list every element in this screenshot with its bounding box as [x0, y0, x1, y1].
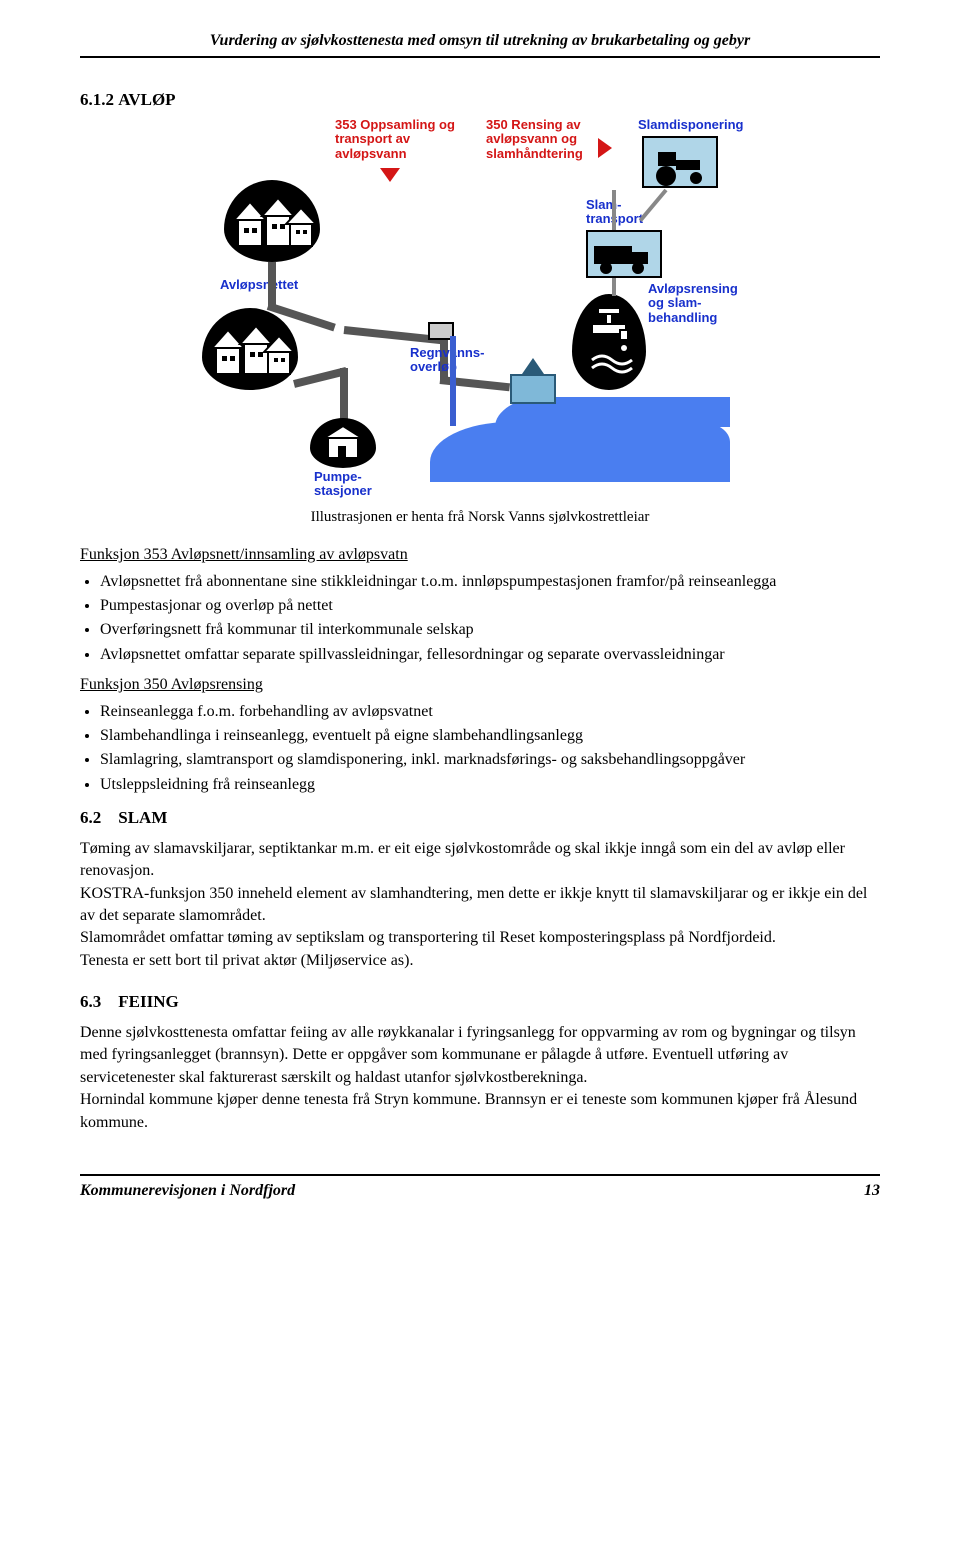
arrow-353-icon	[380, 168, 400, 182]
label-pumpestasjoner: Pumpe- stasjoner	[314, 470, 372, 499]
list-item: Slambehandlinga i reinseanlegg, eventuel…	[100, 725, 880, 747]
label-regnvanns: Regnvanns- overløp	[410, 346, 484, 375]
label-avlopsnettet: Avløpsnettet	[220, 278, 298, 292]
section-62-heading: 6.2 SLAM	[80, 806, 880, 830]
running-title: Vurdering av sjølvkosttenesta med omsyn …	[80, 30, 880, 58]
paragraph: Tenesta er sett bort til privat aktør (M…	[80, 950, 880, 972]
paragraph: Hornindal kommune kjøper denne tenesta f…	[80, 1089, 880, 1134]
list-item: Overføringsnett frå kommunar til interko…	[100, 619, 880, 641]
paragraph: Denne sjølvkosttenesta omfattar feiing a…	[80, 1022, 880, 1089]
f350-heading: Funksjon 350 Avløpsrensing	[80, 674, 880, 696]
tap-icon	[584, 308, 634, 346]
label-slamdisp: Slamdisponering	[638, 118, 743, 132]
conn-2	[612, 278, 616, 296]
list-item: Avløpsnettet omfattar separate spillvass…	[100, 644, 880, 666]
conn-1	[612, 190, 616, 230]
section-62-body: Tøming av slamavskiljarar, septiktankar …	[80, 838, 880, 972]
f350-list: Reinseanlegga f.o.m. forbehandling av av…	[100, 701, 880, 797]
list-item: Utsleppsleidning frå reinseanlegg	[100, 774, 880, 796]
list-item: Slamlagring, slamtransport og slamdispon…	[100, 749, 880, 771]
footer-left: Kommunerevisjonen i Nordfjord	[80, 1180, 295, 1202]
conn-3	[639, 189, 668, 222]
label-avloprens-l3: behandling	[648, 310, 717, 325]
f353-list: Avløpsnettet frå abonnentane sine stikkl…	[100, 571, 880, 667]
diagram-caption: Illustrasjonen er henta frå Norsk Vanns …	[80, 507, 880, 528]
section-612-number: 6.1.2	[80, 90, 114, 109]
section-63-title: FEIING	[118, 992, 178, 1011]
section-612-heading: 6.1.2 AVLØP	[80, 88, 880, 112]
houses-mid-icon	[202, 308, 302, 394]
section-63-number: 6.3	[80, 992, 101, 1011]
water-body	[430, 422, 730, 482]
page-footer: Kommunerevisjonen i Nordfjord 13	[80, 1174, 880, 1202]
label-avloprens: Avløpsrensing og slam- behandling	[648, 282, 738, 325]
label-350: 350 Rensing av avløpsvann og slamhåndter…	[486, 118, 606, 161]
pipe-4	[340, 368, 348, 422]
section-62-number: 6.2	[80, 808, 101, 827]
label-350-l2: avløpsvann og	[486, 131, 577, 146]
label-350-l3: slamhåndtering	[486, 146, 583, 161]
section-63-body: Denne sjølvkosttenesta omfattar feiing a…	[80, 1022, 880, 1134]
page-number: 13	[864, 1180, 880, 1202]
truck-icon	[586, 230, 662, 278]
list-item: Reinseanlegga f.o.m. forbehandling av av…	[100, 701, 880, 723]
paragraph: KOSTRA-funksjon 350 inneheld element av …	[80, 883, 880, 928]
section-612-title: AVLØP	[118, 90, 175, 109]
treatment-building-icon	[510, 374, 556, 404]
treatment-roof-icon	[522, 358, 544, 374]
pump-icon	[322, 426, 368, 464]
section-62-title: SLAM	[118, 808, 167, 827]
f353-heading: Funksjon 353 Avløpsnett/innsamling av av…	[80, 544, 880, 566]
label-avloprens-l2: og slam-	[648, 295, 701, 310]
label-avloprens-l1: Avløpsrensing	[648, 281, 738, 296]
arrow-350-icon	[598, 138, 612, 158]
section-63-heading: 6.3 FEIING	[80, 990, 880, 1014]
list-item: Pumpestasjonar og overløp på nettet	[100, 595, 880, 617]
label-353: 353 Oppsamling og transport av avløpsvan…	[335, 118, 465, 161]
sewage-diagram: 353 Oppsamling og transport av avløpsvan…	[210, 122, 730, 482]
tractor-icon	[642, 136, 718, 188]
list-item: Avløpsnettet frå abonnentane sine stikkl…	[100, 571, 880, 593]
houses-top-icon	[224, 180, 324, 266]
paragraph: Slamområdet omfattar tøming av septiksla…	[80, 927, 880, 949]
overflow-pipe	[450, 336, 456, 426]
paragraph: Tøming av slamavskiljarar, septiktankar …	[80, 838, 880, 883]
label-350-l1: 350 Rensing av	[486, 117, 581, 132]
